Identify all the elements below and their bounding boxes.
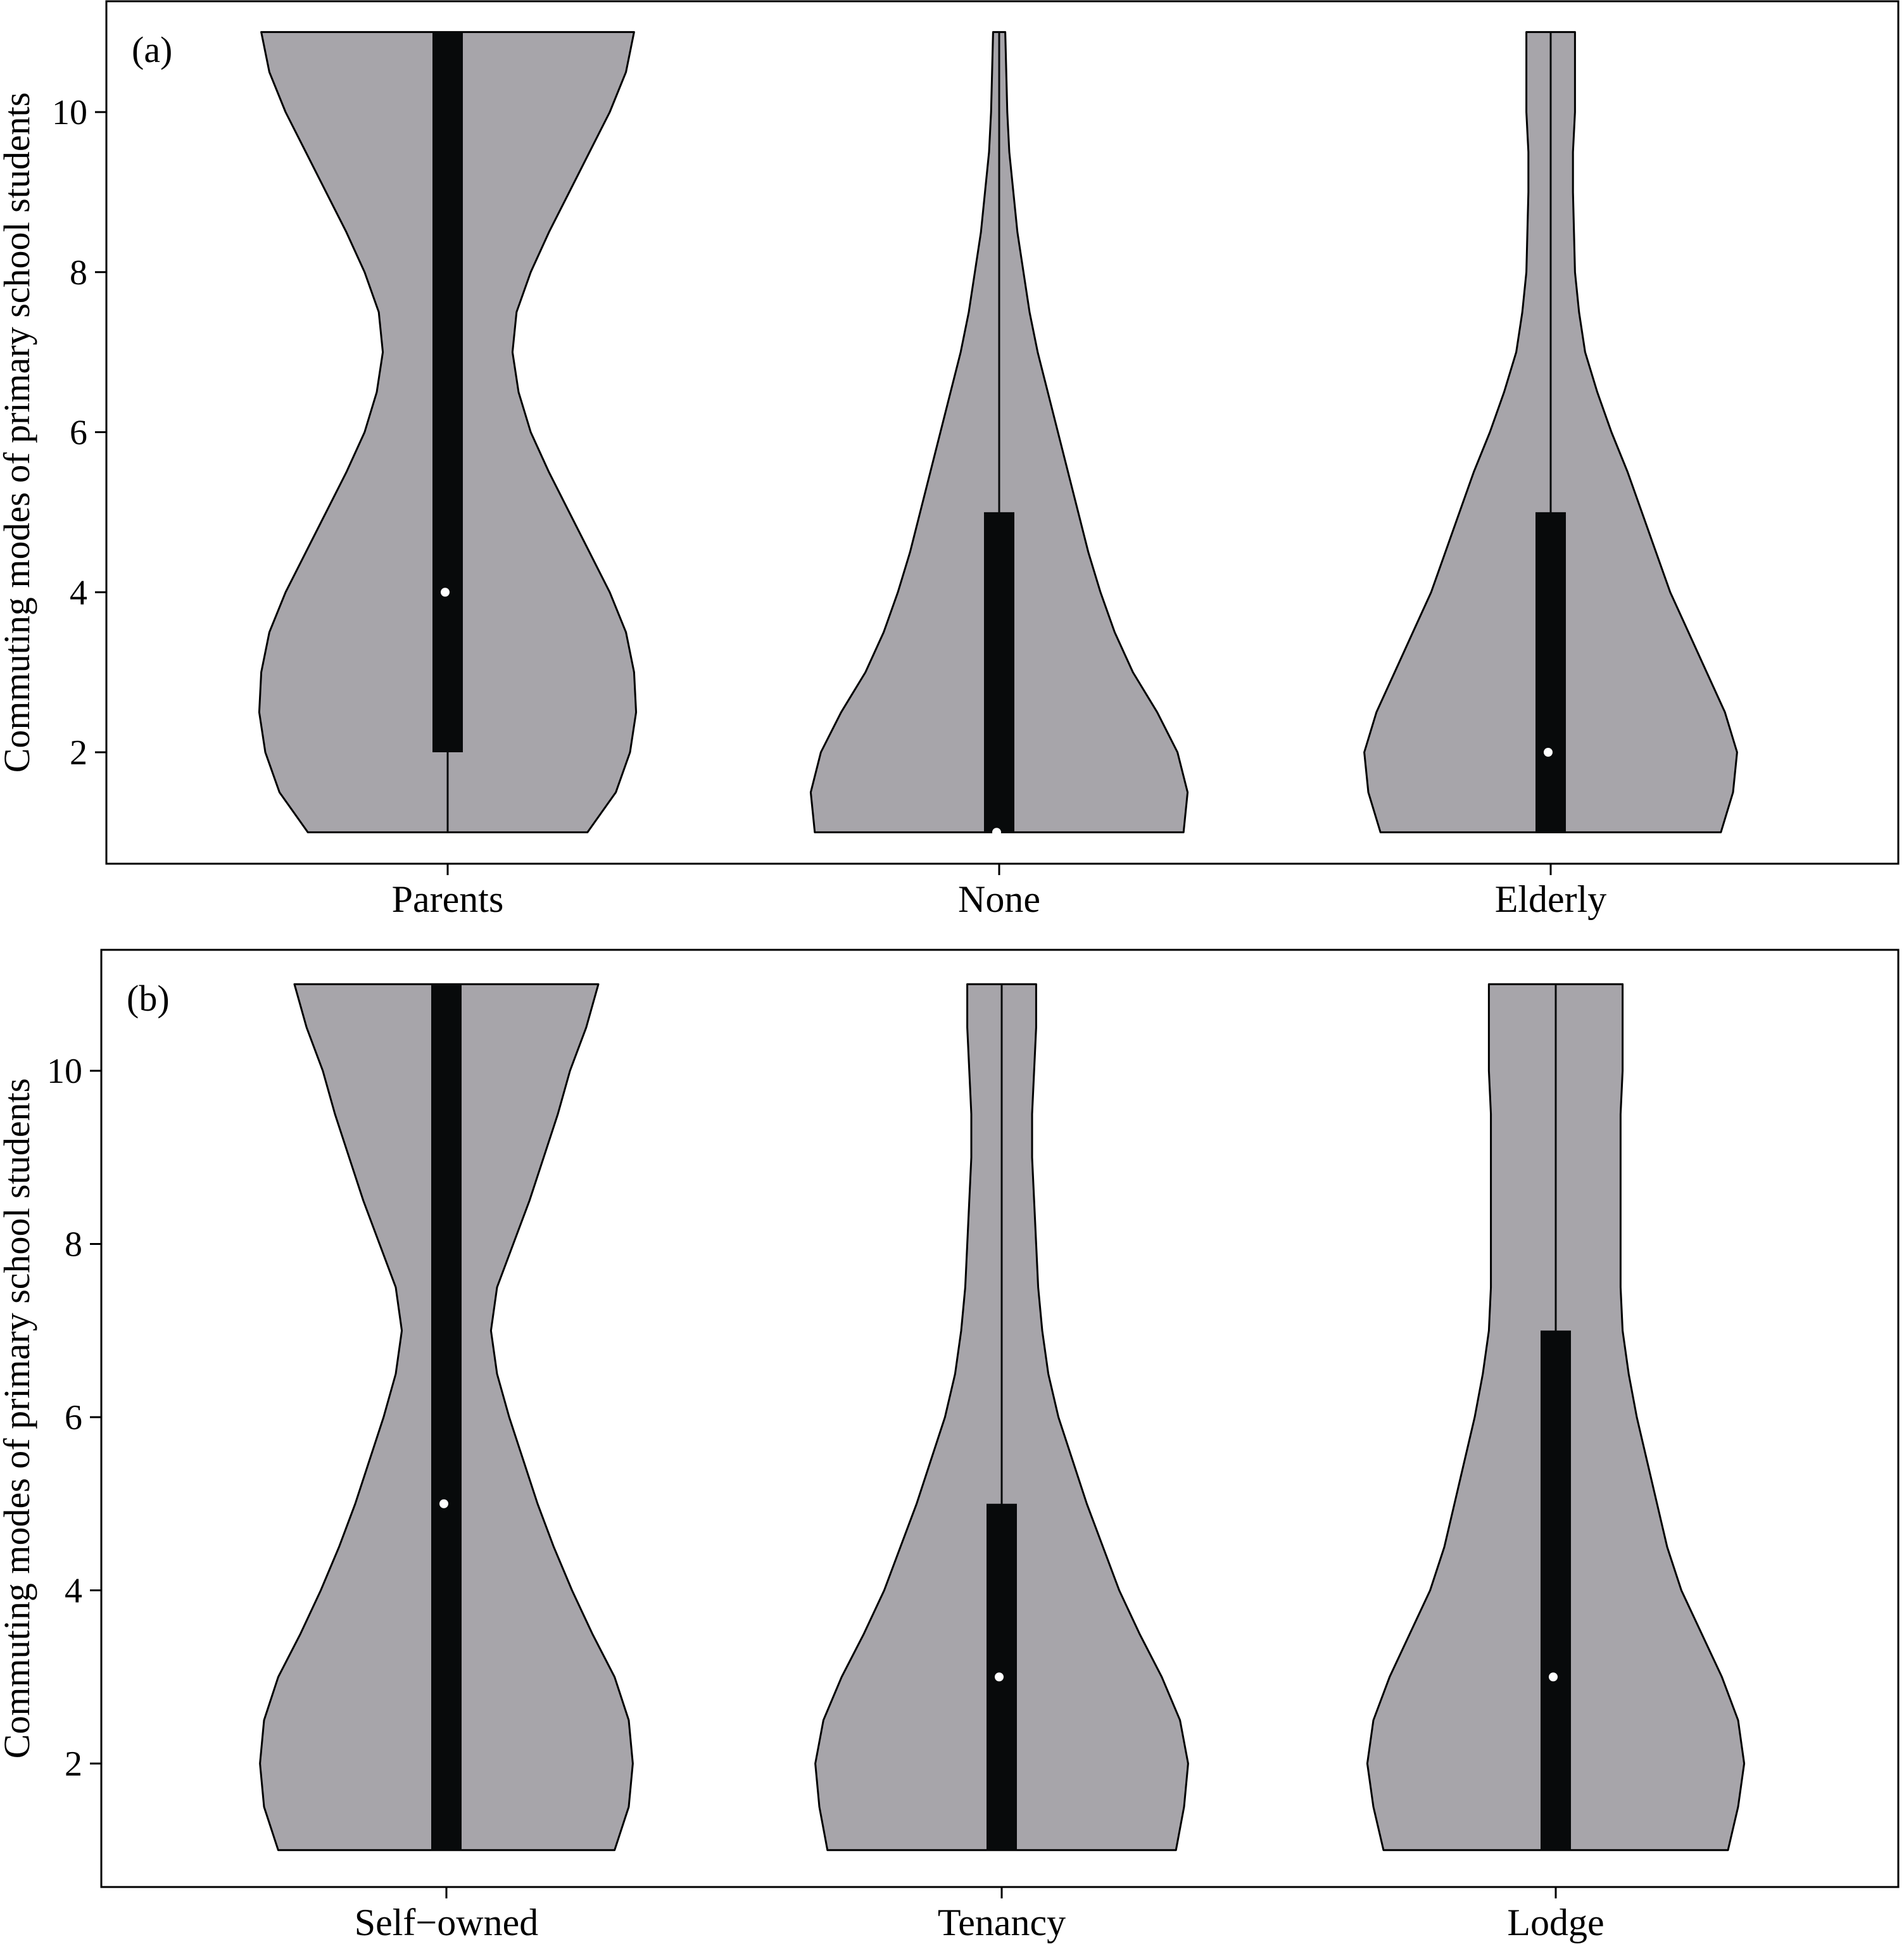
median-dot-none	[992, 828, 1001, 837]
y-tick-label: 2	[70, 733, 87, 773]
chart-panel-b: 2 4 6 8 10 Self−owned Tenancy Lodge Commuting mo…	[0, 949, 1900, 1943]
iqr-box-parents	[432, 32, 463, 752]
panel-label: (b)	[127, 978, 170, 1019]
y-tick-label: 2	[65, 1745, 82, 1784]
y-axis-label: Commuting modes of primary school studen…	[0, 1078, 37, 1759]
x-category-label: None	[958, 878, 1040, 920]
x-category-label: Lodge	[1507, 1902, 1604, 1943]
x-category-label: Tenancy	[938, 1902, 1066, 1943]
y-tick-label: 10	[47, 1052, 82, 1091]
x-category-label: Elderly	[1495, 878, 1607, 920]
median-dot-self-owned	[439, 1499, 448, 1508]
chart-panel-a: 2 4 6 8 10 Parents None Elderly Commuting modes …	[0, 0, 1900, 920]
median-dot-tenancy	[995, 1672, 1004, 1682]
x-category-label: Self−owned	[355, 1902, 538, 1943]
y-tick-label: 10	[52, 93, 87, 132]
median-dot-parents	[441, 588, 450, 597]
median-dot-elderly	[1544, 748, 1553, 757]
y-tick-label: 4	[65, 1572, 82, 1611]
y-tick-label: 4	[70, 573, 87, 612]
iqr-box-lodge	[1541, 1330, 1571, 1850]
iqr-box-elderly	[1535, 512, 1566, 833]
y-tick-label: 8	[65, 1225, 82, 1265]
y-tick-label: 6	[70, 413, 87, 453]
median-dot-lodge	[1549, 1672, 1558, 1682]
x-category-label: Parents	[392, 878, 504, 920]
plot-frame	[100, 949, 1900, 1888]
y-tick-label: 8	[70, 253, 87, 293]
iqr-box-none	[984, 512, 1014, 833]
iqr-box-self-owned	[431, 984, 462, 1850]
y-tick-label: 6	[65, 1398, 82, 1437]
y-axis-label: Commuting modes of primary school studen…	[0, 92, 37, 773]
panel-label: (a)	[132, 29, 172, 70]
